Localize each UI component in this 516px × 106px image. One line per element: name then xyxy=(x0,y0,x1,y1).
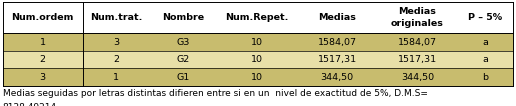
Bar xyxy=(3,51,513,68)
Bar xyxy=(3,33,513,51)
Text: G3: G3 xyxy=(176,38,190,47)
Text: Medias
originales: Medias originales xyxy=(391,7,444,28)
Bar xyxy=(3,68,513,86)
Text: a: a xyxy=(482,38,489,47)
Text: 3: 3 xyxy=(114,38,119,47)
Text: Medias seguidas por letras distintas difieren entre si en un  nivel de exactitud: Medias seguidas por letras distintas dif… xyxy=(3,89,427,98)
Text: P – 5%: P – 5% xyxy=(469,13,503,22)
Text: 10: 10 xyxy=(251,55,263,64)
Text: 1584,07: 1584,07 xyxy=(398,38,437,47)
Text: G1: G1 xyxy=(176,73,190,82)
Text: 10: 10 xyxy=(251,73,263,82)
Bar xyxy=(3,2,513,33)
Text: 1517,31: 1517,31 xyxy=(398,55,437,64)
Text: Num.trat.: Num.trat. xyxy=(90,13,142,22)
Text: 3: 3 xyxy=(40,73,46,82)
Text: 10: 10 xyxy=(251,38,263,47)
Text: 2: 2 xyxy=(114,55,119,64)
Text: 1584,07: 1584,07 xyxy=(317,38,357,47)
Text: 8128.49214: 8128.49214 xyxy=(3,103,57,106)
Text: Nombre: Nombre xyxy=(162,13,204,22)
Text: a: a xyxy=(482,55,489,64)
Text: 344,50: 344,50 xyxy=(320,73,353,82)
Text: G2: G2 xyxy=(176,55,190,64)
Text: 344,50: 344,50 xyxy=(401,73,434,82)
Text: 2: 2 xyxy=(40,55,46,64)
Text: Medias: Medias xyxy=(318,13,356,22)
Text: Num.Repet.: Num.Repet. xyxy=(225,13,288,22)
Text: Num.ordem: Num.ordem xyxy=(11,13,74,22)
Text: 1: 1 xyxy=(40,38,46,47)
Text: 1517,31: 1517,31 xyxy=(317,55,357,64)
Text: b: b xyxy=(482,73,489,82)
Text: 1: 1 xyxy=(114,73,119,82)
